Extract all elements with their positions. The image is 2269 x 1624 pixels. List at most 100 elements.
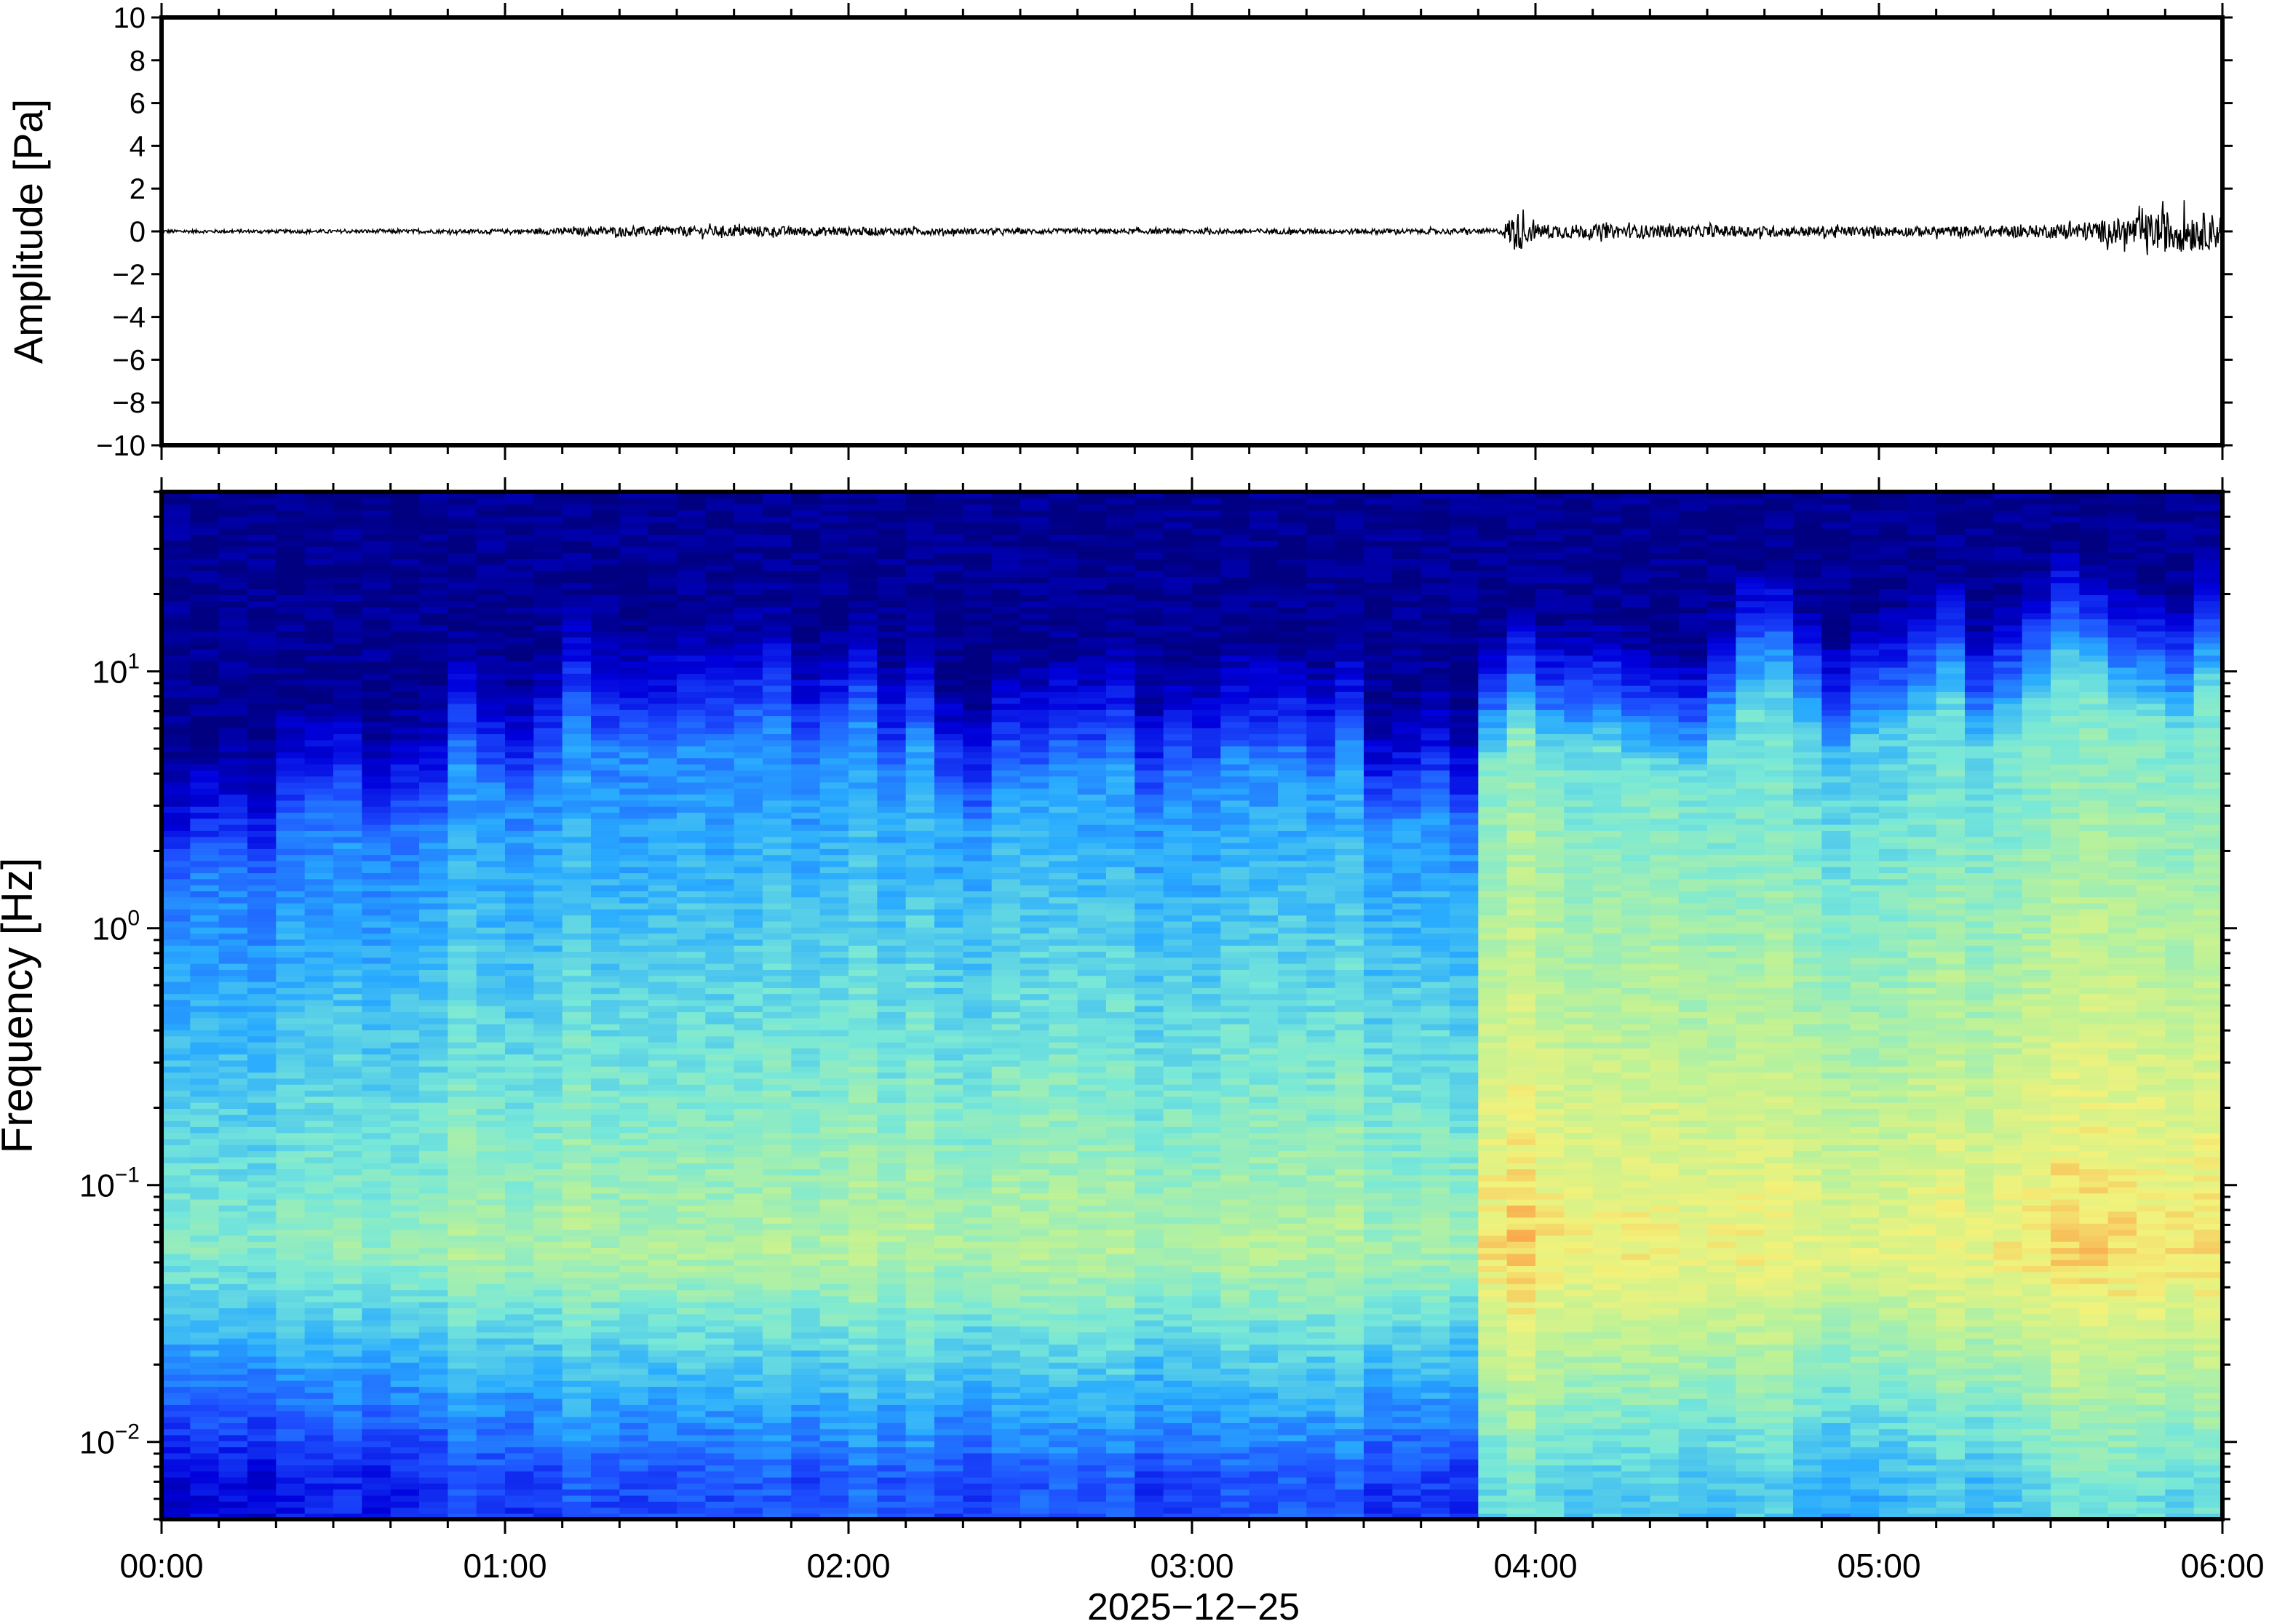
spectrogram-cell xyxy=(705,836,735,843)
spectrogram-cell xyxy=(505,860,535,867)
spectrogram-cell xyxy=(362,781,392,789)
spectrogram-cell xyxy=(562,842,592,849)
spectrogram-cell xyxy=(819,1428,849,1436)
spectrogram-cell xyxy=(849,503,878,511)
spectrogram-cell xyxy=(734,1259,763,1266)
spectrogram-cell xyxy=(390,1434,420,1441)
spectrogram-cell xyxy=(934,661,964,668)
spectrogram-cell xyxy=(390,1380,420,1388)
spectrogram-cell xyxy=(190,1102,220,1109)
spectrogram-cell xyxy=(562,1494,592,1502)
spectrogram-cell xyxy=(505,1253,535,1260)
spectrogram-cell xyxy=(877,1332,907,1339)
spectrogram-cell xyxy=(304,1513,334,1519)
spectrogram-cell xyxy=(934,709,964,717)
spectrogram-cell xyxy=(505,1096,535,1103)
spectrogram-cell xyxy=(934,1326,964,1333)
spectrogram-cell xyxy=(819,1193,849,1200)
spectrogram-cell xyxy=(619,1138,649,1145)
spectrogram-cell xyxy=(304,1277,334,1284)
spectrogram-cell xyxy=(333,1066,363,1073)
spectrogram-cell xyxy=(819,1458,849,1466)
spectrogram-cell xyxy=(476,909,506,916)
spectrogram-cell xyxy=(734,522,763,529)
spectrogram-cell xyxy=(448,770,477,777)
spectrogram-cell xyxy=(218,944,248,952)
spectrogram-cell xyxy=(905,1446,935,1454)
spectrogram-cell xyxy=(619,1271,649,1278)
spectrogram-cell xyxy=(763,891,792,898)
spectrogram-cell xyxy=(734,1174,763,1182)
spectrogram-cell xyxy=(591,752,621,759)
spectrogram-cell xyxy=(162,987,191,995)
spectrogram-cell xyxy=(705,1307,735,1315)
spectrogram-cell xyxy=(304,1441,334,1448)
spectrogram-cell xyxy=(705,1259,735,1266)
spectrogram-cell xyxy=(276,1458,306,1466)
spectrogram-cell xyxy=(304,1374,334,1381)
spectrogram-cell xyxy=(791,800,821,807)
spectrogram-cell xyxy=(849,1229,878,1236)
spectrogram-cell xyxy=(448,1138,477,1145)
spectrogram-cell xyxy=(562,1476,592,1484)
spectrogram-cell xyxy=(390,1446,420,1454)
spectrogram-cell xyxy=(934,781,964,789)
spectrogram-cell xyxy=(677,1295,707,1302)
spectrogram-cell xyxy=(877,1458,907,1466)
spectrogram-cell xyxy=(333,1059,363,1067)
spectrogram-cell xyxy=(476,1102,506,1109)
spectrogram-cell xyxy=(763,1410,792,1417)
spectrogram-cell xyxy=(849,830,878,837)
spectrogram-cell xyxy=(763,631,792,638)
spectrogram-cell xyxy=(963,1356,993,1363)
spectrogram-cell xyxy=(218,812,248,819)
spectrogram-cell xyxy=(276,1156,306,1163)
spectrogram-cell xyxy=(734,655,763,662)
spectrogram-cell xyxy=(819,1138,849,1145)
spectrogram-cell xyxy=(562,1090,592,1097)
spectrogram-cell xyxy=(734,1483,763,1490)
spectrogram-cell xyxy=(591,1096,621,1103)
spectrogram-cell xyxy=(218,1374,248,1381)
spectrogram-cell xyxy=(533,1126,563,1134)
spectrogram-cell xyxy=(190,1289,220,1297)
spectrogram-cell xyxy=(734,1114,763,1121)
spectrogram-cell xyxy=(905,909,935,916)
spectrogram-cell xyxy=(218,1169,248,1176)
spectrogram-cell xyxy=(162,1126,191,1134)
spectrogram-cell xyxy=(648,1350,677,1357)
spectrogram-cell xyxy=(562,733,592,741)
spectrogram-cell xyxy=(533,691,563,698)
spectrogram-cell xyxy=(562,836,592,843)
spectrogram-cell xyxy=(763,1011,792,1019)
spectrogram-cell xyxy=(619,576,649,584)
spectrogram-cell xyxy=(533,860,563,867)
spectrogram-cell xyxy=(791,1023,821,1031)
spectrogram-cell xyxy=(162,1470,191,1478)
spectrogram-cell xyxy=(677,1350,707,1357)
spectrogram-cell xyxy=(562,1198,592,1206)
spectrogram-cell xyxy=(905,570,935,578)
spectrogram-cell xyxy=(963,1011,993,1019)
spectrogram-cell xyxy=(877,1380,907,1388)
spectrogram-cell xyxy=(190,582,220,589)
spectrogram-cell xyxy=(677,733,707,741)
spectrogram-cell xyxy=(591,781,621,789)
waveform-y-tick-label: 8 xyxy=(130,45,146,77)
spectrogram-cell xyxy=(304,1017,334,1024)
spectrogram-cell xyxy=(333,757,363,765)
spectrogram-cell xyxy=(677,830,707,837)
spectrogram-cell xyxy=(705,1030,735,1037)
spectrogram-cell xyxy=(276,691,306,698)
spectrogram-cell xyxy=(591,878,621,885)
spectrogram-cell xyxy=(705,1132,735,1139)
spectrogram-cell xyxy=(476,1350,506,1357)
spectrogram-cell xyxy=(591,812,621,819)
spectrogram-cell xyxy=(677,1283,707,1291)
spectrogram-cell xyxy=(448,570,477,578)
spectrogram-cell xyxy=(963,1223,993,1230)
spectrogram-cell xyxy=(190,909,220,916)
spectrogram-cell xyxy=(390,776,420,783)
spectrogram-cell xyxy=(390,697,420,704)
spectrogram-cell xyxy=(362,1017,392,1024)
